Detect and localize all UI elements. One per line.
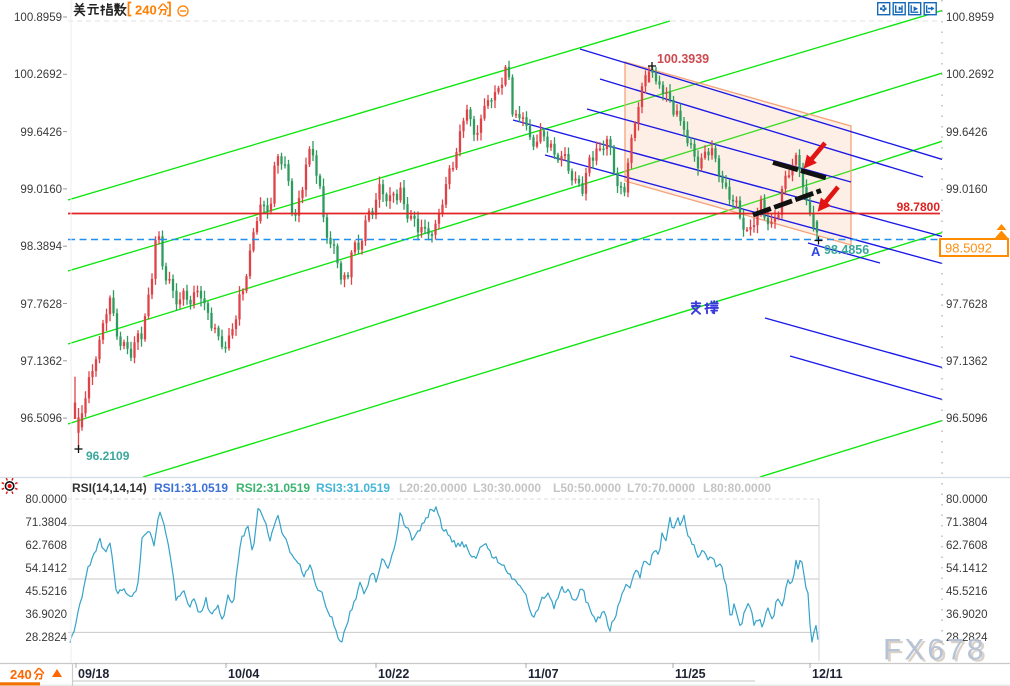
svg-text:71.3804: 71.3804 (25, 517, 67, 529)
svg-text:L30:30.0000: L30:30.0000 (473, 481, 541, 495)
svg-text:100.2692: 100.2692 (946, 69, 994, 81)
svg-text:10/22: 10/22 (378, 667, 409, 681)
svg-text:96.2109: 96.2109 (86, 449, 130, 463)
svg-text:98.7800: 98.7800 (897, 200, 941, 214)
svg-text:97.7628: 97.7628 (946, 299, 988, 311)
svg-text:97.1362: 97.1362 (20, 356, 62, 368)
svg-text:A: A (811, 244, 821, 259)
svg-text:62.7608: 62.7608 (25, 540, 67, 552)
svg-text:45.5216: 45.5216 (946, 586, 988, 598)
svg-text:RSI3:31.0519: RSI3:31.0519 (316, 481, 390, 495)
svg-text:28.2824: 28.2824 (25, 632, 67, 644)
svg-text:80.0000: 80.0000 (946, 494, 988, 506)
svg-text:240: 240 (135, 3, 157, 18)
svg-text:RSI1:31.0519: RSI1:31.0519 (154, 481, 228, 495)
svg-text:97.7628: 97.7628 (20, 299, 62, 311)
svg-text:36.9020: 36.9020 (946, 609, 988, 621)
svg-text:L70:70.0000: L70:70.0000 (627, 481, 695, 495)
svg-text:99.6426: 99.6426 (946, 127, 988, 139)
svg-text:98.5092: 98.5092 (945, 241, 992, 256)
svg-text:97.1362: 97.1362 (946, 356, 988, 368)
svg-text:54.1412: 54.1412 (25, 563, 67, 575)
svg-text:62.7608: 62.7608 (946, 540, 988, 552)
svg-text:FX678: FX678 (883, 634, 986, 667)
svg-text:12/11: 12/11 (812, 667, 843, 681)
svg-text:100.8959: 100.8959 (14, 12, 62, 24)
svg-text:RSI(14,14,14): RSI(14,14,14) (72, 481, 147, 495)
svg-text:96.5096: 96.5096 (20, 413, 62, 425)
svg-text:98.4856: 98.4856 (824, 243, 869, 257)
svg-text:71.3804: 71.3804 (946, 517, 988, 529)
svg-text:80.0000: 80.0000 (25, 494, 67, 506)
svg-text:L20:20.0000: L20:20.0000 (399, 481, 467, 495)
svg-text:98.3894: 98.3894 (20, 241, 62, 253)
svg-text:99.0160: 99.0160 (20, 184, 62, 196)
svg-text:RSI2:31.0519: RSI2:31.0519 (236, 481, 310, 495)
svg-text:99.0160: 99.0160 (946, 184, 988, 196)
svg-text:100.2692: 100.2692 (14, 69, 62, 81)
svg-text:10/04: 10/04 (228, 667, 259, 681)
svg-text:FX678: FX678 (886, 636, 989, 669)
svg-text:45.5216: 45.5216 (25, 586, 67, 598)
svg-text:240: 240 (10, 667, 32, 682)
svg-text:100.3939: 100.3939 (657, 52, 709, 66)
svg-text:11/25: 11/25 (675, 667, 706, 681)
svg-text:99.6426: 99.6426 (20, 127, 62, 139)
svg-text:11/07: 11/07 (528, 667, 559, 681)
svg-text:L50:50.0000: L50:50.0000 (553, 481, 621, 495)
svg-text:09/18: 09/18 (78, 667, 109, 681)
svg-text:L80:80.0000: L80:80.0000 (703, 481, 771, 495)
svg-text:28.2824: 28.2824 (946, 632, 988, 644)
svg-text:54.1412: 54.1412 (946, 563, 988, 575)
svg-text:96.5096: 96.5096 (946, 413, 988, 425)
svg-text:100.8959: 100.8959 (946, 12, 994, 24)
svg-text:36.9020: 36.9020 (25, 609, 67, 621)
